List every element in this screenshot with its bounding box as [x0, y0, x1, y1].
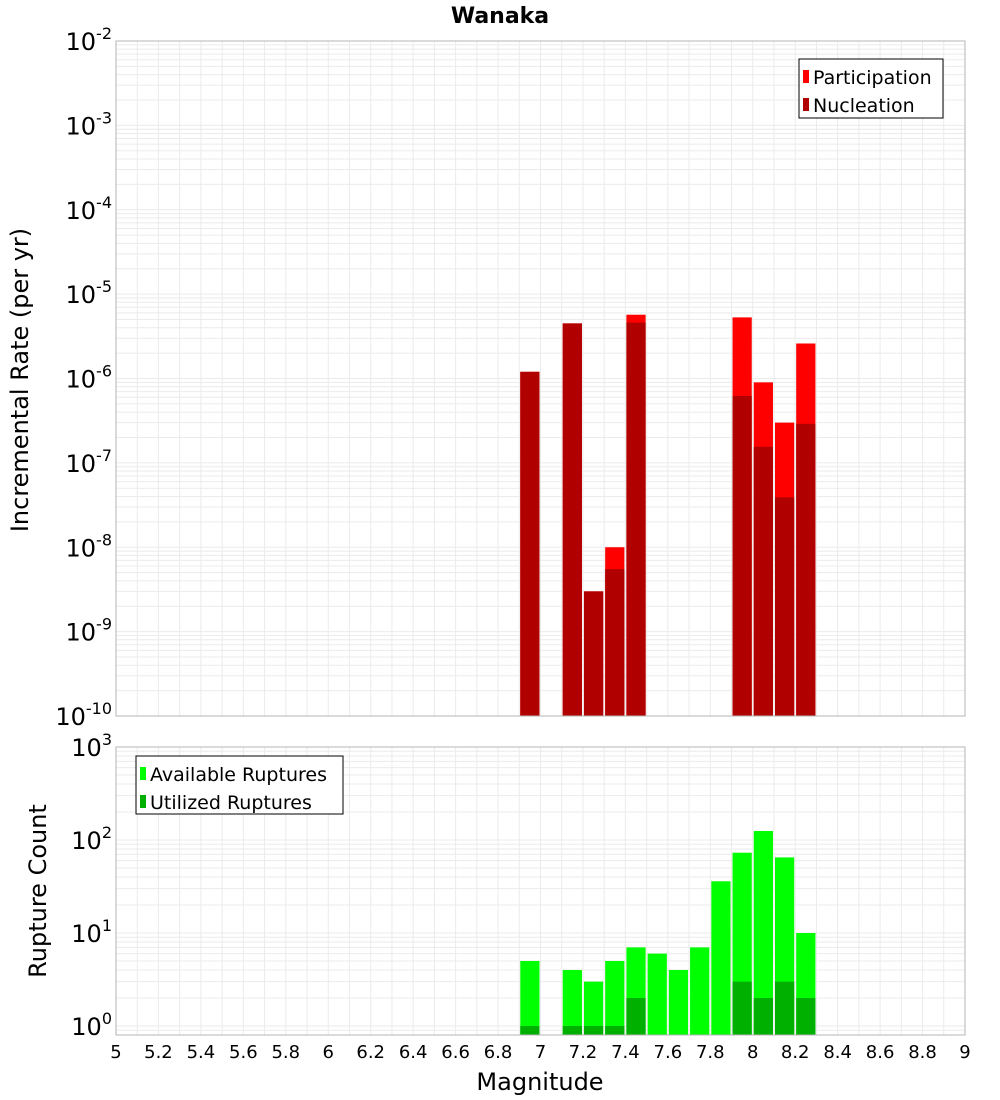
legend-swatch	[803, 98, 809, 111]
bar-utilized-ruptures	[774, 981, 795, 1035]
bar-available-ruptures	[668, 969, 689, 1035]
y-tick-label: 10-4	[66, 193, 113, 225]
bar-nucleation	[626, 322, 646, 716]
legend-frame	[798, 58, 944, 119]
y-tick-label: 10-2	[66, 24, 113, 56]
bar-nucleation	[753, 446, 773, 716]
legend-swatch	[140, 795, 146, 808]
bar-nucleation	[562, 323, 582, 716]
legend-swatch	[140, 767, 146, 780]
x-tick-label: 7.2	[569, 1042, 598, 1063]
x-tick-label: 7.6	[654, 1042, 683, 1063]
x-tick-label: 5.8	[271, 1042, 300, 1063]
top-gridlines	[115, 41, 966, 717]
top-legend: Participation Nucleation	[798, 58, 944, 119]
y-tick-label: 10-3	[66, 108, 113, 140]
x-axis-label: Magnitude	[476, 1068, 603, 1096]
bottom-bars	[520, 830, 816, 1035]
bottom-panel: 103 102 101 100 Rupture Count Available Rup…	[24, 730, 966, 1041]
bar-available-ruptures	[520, 960, 540, 1035]
bar-nucleation	[583, 591, 604, 716]
x-tick-label: 5.4	[187, 1042, 216, 1063]
bar-utilized-ruptures	[796, 997, 816, 1035]
legend-label: Participation	[813, 67, 932, 89]
x-tick-label: 8.2	[781, 1042, 810, 1063]
bar-utilized-ruptures	[562, 1025, 582, 1035]
top-panel: 10-2 10-3 10-4 10-5 10-6 10-7 10-8 10-9 10-10 In…	[6, 24, 966, 731]
bar-utilized-ruptures	[753, 997, 773, 1035]
top-y-axis-label: Incremental Rate (per yr)	[6, 228, 34, 532]
y-tick-label: 10-7	[66, 446, 113, 478]
y-tick-label: 103	[71, 730, 112, 762]
x-tick-label: 7.8	[696, 1042, 725, 1063]
bar-available-ruptures	[753, 830, 773, 1035]
bar-nucleation	[520, 371, 540, 716]
top-bars	[520, 314, 816, 716]
bar-available-ruptures	[562, 969, 582, 1035]
bar-available-ruptures	[711, 881, 731, 1035]
bottom-legend: Available Ruptures Utilized Ruptures	[135, 755, 344, 815]
x-tick-label: 8.6	[866, 1042, 895, 1063]
bar-available-ruptures	[583, 981, 604, 1035]
y-tick-label: 10-9	[66, 615, 113, 647]
y-tick-label: 10-10	[55, 699, 112, 731]
y-tick-label: 102	[71, 823, 112, 855]
bar-available-ruptures	[647, 953, 667, 1035]
bar-utilized-ruptures	[732, 981, 752, 1035]
y-tick-label: 100	[71, 1009, 112, 1041]
bar-utilized-ruptures	[605, 1025, 625, 1035]
bottom-y-tick-labels: 103 102 101 100	[71, 730, 112, 1041]
x-tick-label: 5.6	[229, 1042, 258, 1063]
bar-available-ruptures	[690, 947, 710, 1035]
x-tick-label: 8.8	[908, 1042, 937, 1063]
x-tick-label: 8	[747, 1042, 758, 1063]
chart-title: Wanaka	[451, 4, 549, 29]
legend-label: Nucleation	[813, 95, 915, 117]
x-tick-label: 8.4	[823, 1042, 852, 1063]
y-tick-label: 101	[71, 916, 112, 948]
x-tick-label: 6.2	[356, 1042, 385, 1063]
top-y-tick-labels: 10-2 10-3 10-4 10-5 10-6 10-7 10-8 10-9 10-10	[55, 24, 112, 731]
x-tick-label: 6.6	[441, 1042, 470, 1063]
bottom-y-axis-label: Rupture Count	[24, 804, 52, 978]
x-tick-labels: 5 5.2 5.4 5.6 5.8 6 6.2 6.4 6.6 6.8 7 7.2 7.4 7.6 7.8 8…	[110, 1042, 970, 1063]
bar-available-ruptures	[605, 960, 625, 1035]
legend-label: Available Ruptures	[150, 764, 327, 786]
legend-label: Utilized Ruptures	[150, 792, 312, 814]
x-tick-label: 5	[110, 1042, 121, 1063]
x-tick-label: 6	[323, 1042, 334, 1063]
bar-nucleation	[774, 497, 795, 716]
y-tick-label: 10-5	[66, 277, 113, 309]
bar-nucleation	[605, 569, 625, 716]
bar-utilized-ruptures	[583, 1025, 604, 1035]
bar-nucleation	[796, 423, 816, 716]
top-plot-frame	[115, 40, 966, 717]
bar-utilized-ruptures	[626, 997, 646, 1035]
x-tick-label: 7.4	[611, 1042, 640, 1063]
x-tick-label: 9	[959, 1042, 970, 1063]
legend-swatch	[803, 70, 809, 83]
x-tick-label: 6.8	[484, 1042, 513, 1063]
bottom-plot-frame	[115, 746, 966, 1036]
bar-nucleation	[732, 396, 752, 716]
y-tick-label: 10-6	[66, 362, 113, 394]
x-tick-label: 6.4	[399, 1042, 428, 1063]
bar-utilized-ruptures	[520, 1025, 540, 1035]
x-tick-label: 7	[535, 1042, 546, 1063]
y-tick-label: 10-8	[66, 530, 113, 562]
legend-frame	[135, 755, 344, 815]
x-tick-label: 5.2	[144, 1042, 173, 1063]
